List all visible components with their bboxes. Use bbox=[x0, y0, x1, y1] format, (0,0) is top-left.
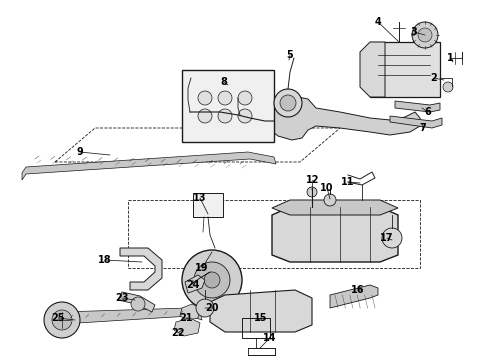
Text: 6: 6 bbox=[425, 107, 431, 117]
Text: 25: 25 bbox=[51, 313, 65, 323]
Circle shape bbox=[218, 109, 232, 123]
Text: 8: 8 bbox=[220, 77, 227, 87]
Polygon shape bbox=[120, 248, 162, 290]
Circle shape bbox=[238, 109, 252, 123]
Circle shape bbox=[324, 194, 336, 206]
Circle shape bbox=[382, 228, 402, 248]
Polygon shape bbox=[58, 308, 202, 326]
Text: 14: 14 bbox=[263, 333, 277, 343]
Circle shape bbox=[194, 262, 230, 298]
Circle shape bbox=[204, 272, 220, 288]
Circle shape bbox=[44, 302, 80, 338]
Circle shape bbox=[182, 250, 242, 310]
Text: 15: 15 bbox=[254, 313, 268, 323]
Text: 9: 9 bbox=[76, 147, 83, 157]
Polygon shape bbox=[330, 285, 378, 308]
Text: 10: 10 bbox=[320, 183, 334, 193]
Text: 12: 12 bbox=[306, 175, 320, 185]
Text: 18: 18 bbox=[98, 255, 112, 265]
Text: 21: 21 bbox=[179, 313, 193, 323]
Text: 24: 24 bbox=[186, 280, 200, 290]
Polygon shape bbox=[174, 318, 200, 336]
Circle shape bbox=[274, 89, 302, 117]
Text: 3: 3 bbox=[411, 27, 417, 37]
Text: 1: 1 bbox=[446, 53, 453, 63]
Circle shape bbox=[418, 28, 432, 42]
Text: 22: 22 bbox=[171, 328, 185, 338]
Circle shape bbox=[412, 22, 438, 48]
Bar bbox=[193, 193, 223, 217]
Text: 5: 5 bbox=[287, 50, 294, 60]
Text: 23: 23 bbox=[115, 293, 129, 303]
Polygon shape bbox=[180, 304, 200, 320]
Text: 4: 4 bbox=[375, 17, 381, 27]
Polygon shape bbox=[272, 207, 398, 262]
Polygon shape bbox=[118, 292, 155, 312]
Polygon shape bbox=[272, 200, 398, 215]
Text: 16: 16 bbox=[351, 285, 365, 295]
Text: 17: 17 bbox=[380, 233, 394, 243]
Circle shape bbox=[131, 297, 145, 311]
Circle shape bbox=[280, 95, 296, 111]
Text: 7: 7 bbox=[419, 123, 426, 133]
Circle shape bbox=[198, 109, 212, 123]
Circle shape bbox=[238, 91, 252, 105]
Polygon shape bbox=[390, 116, 442, 128]
Circle shape bbox=[307, 187, 317, 197]
Text: 11: 11 bbox=[341, 177, 355, 187]
Text: 19: 19 bbox=[195, 263, 209, 273]
Circle shape bbox=[198, 91, 212, 105]
Polygon shape bbox=[210, 290, 312, 332]
Polygon shape bbox=[360, 42, 385, 97]
Polygon shape bbox=[22, 152, 276, 180]
Circle shape bbox=[196, 299, 214, 317]
Circle shape bbox=[218, 91, 232, 105]
Bar bbox=[182, 70, 274, 142]
Text: 13: 13 bbox=[193, 193, 207, 203]
Polygon shape bbox=[264, 97, 420, 140]
Circle shape bbox=[52, 310, 72, 330]
Circle shape bbox=[443, 82, 453, 92]
Polygon shape bbox=[185, 275, 205, 293]
Text: 2: 2 bbox=[431, 73, 438, 83]
Bar bbox=[370, 42, 440, 97]
Polygon shape bbox=[395, 101, 440, 112]
Text: 20: 20 bbox=[205, 303, 219, 313]
